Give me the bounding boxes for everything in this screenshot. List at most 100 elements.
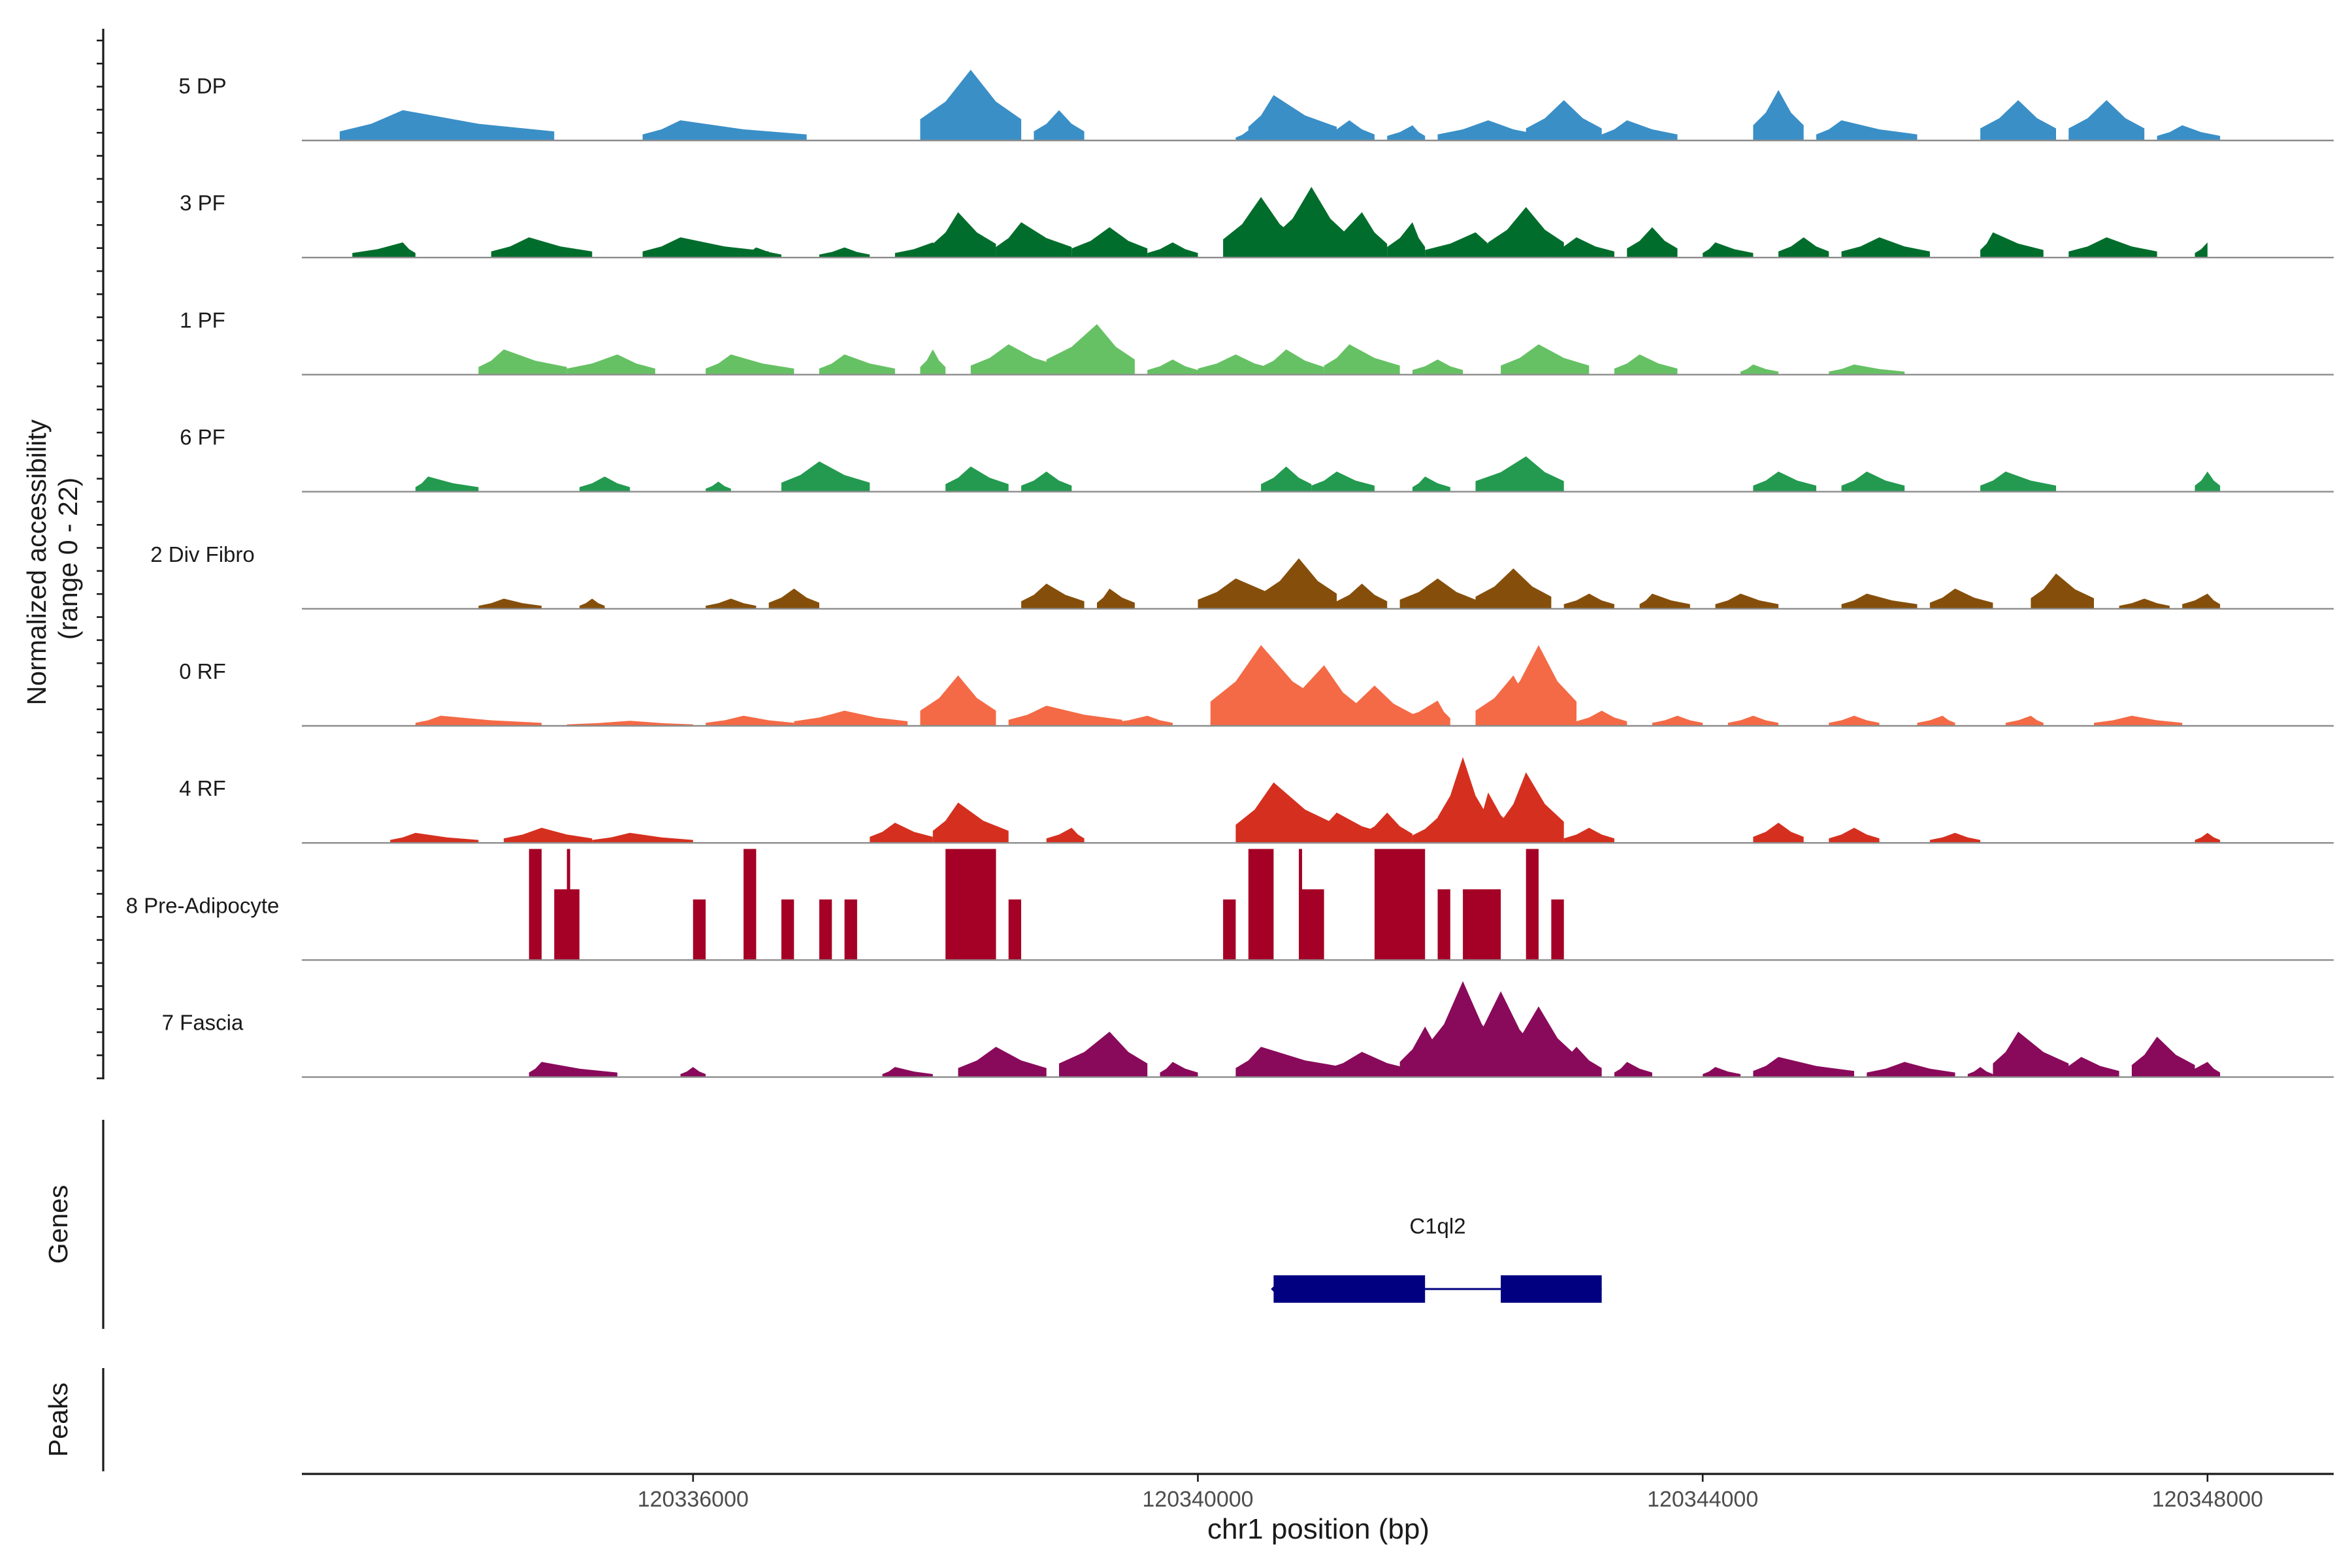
coverage-peak <box>415 476 479 492</box>
coverage-peak <box>415 715 542 726</box>
coverage-peak <box>1437 120 1539 140</box>
coverage-peak <box>2031 573 2094 609</box>
coverage-peak <box>970 344 1059 375</box>
coverage-block <box>844 899 857 960</box>
coverage-peak <box>1614 1062 1652 1077</box>
coverage-peak <box>2056 1056 2119 1077</box>
track-2: 1 PF <box>180 308 2334 376</box>
coverage-peak <box>1412 476 1450 492</box>
coverage-peak <box>1829 828 1880 843</box>
coverage-block <box>1299 889 1324 960</box>
x-tick-label: 120340000 <box>1142 1487 1253 1512</box>
coverage-peak <box>1324 212 1388 258</box>
coverage-peak <box>1703 242 1754 258</box>
coverage-peak <box>1387 125 1426 140</box>
coverage-peak <box>1841 593 1918 609</box>
coverage-peak <box>1727 715 1779 726</box>
x-axis-label: chr1 position (bp) <box>1207 1513 1429 1545</box>
coverage-peak <box>958 1047 1047 1077</box>
coverage-peak <box>1967 1067 1993 1077</box>
coverage-peak <box>706 482 731 492</box>
y-axis <box>97 29 105 1079</box>
coverage-peak <box>1829 364 1905 375</box>
coverage-peak <box>1917 715 1955 726</box>
coverage-block <box>1008 899 1021 960</box>
y-axis-label: Normalized accessibility (range 0 - 22) <box>22 412 83 706</box>
coverage-peak <box>642 237 769 258</box>
coverage-peak <box>642 120 807 140</box>
y-axis-label-line1: Normalized accessibility <box>22 419 52 705</box>
y-axis-label-line2: (range 0 - 22) <box>53 478 83 640</box>
track-7: 8 Pre-Adipocyte <box>126 849 2334 961</box>
coverage-peak <box>1980 100 2056 140</box>
coverage-peak <box>794 710 908 726</box>
x-tick-label: 120344000 <box>1647 1487 1758 1512</box>
coverage-peak <box>580 598 605 609</box>
coverage-peak <box>352 242 416 258</box>
coverage-block <box>819 899 832 960</box>
coverage-peak <box>1526 100 1602 140</box>
coverage-block <box>693 899 706 960</box>
coverage-peak <box>1273 665 1362 726</box>
coverage-peak <box>920 349 946 375</box>
track-label: 0 RF <box>179 659 226 683</box>
coverage-peak <box>2131 1036 2195 1077</box>
coverage-block <box>1248 849 1274 960</box>
coverage-peak <box>1437 757 1488 843</box>
x-axis: 120336000 120340000 120344000 120348000 <box>302 1473 2334 1512</box>
peaks-panel: Peaks <box>43 1368 105 1471</box>
coverage-peak <box>932 212 996 258</box>
coverage-peak <box>1501 344 1590 375</box>
coverage-peak <box>2005 715 2044 726</box>
coverage-peak <box>566 354 655 375</box>
coverage-peak <box>2195 242 2208 258</box>
coverage-peak <box>819 354 895 375</box>
coverage-peak <box>1841 471 1905 492</box>
coverage-peak <box>1627 227 1678 258</box>
coverage-peak <box>1929 832 1981 843</box>
coverage-peak <box>1337 583 1388 609</box>
coverage-peak <box>2182 593 2221 609</box>
coverage-peak <box>1362 812 1413 843</box>
coverage-peak <box>1324 344 1400 375</box>
coverage-peak <box>996 222 1072 258</box>
track-4: 2 Div Fibro <box>150 542 2334 610</box>
coverage-peak <box>2195 832 2221 843</box>
coverage-peak <box>2182 1062 2221 1077</box>
coverage-peak <box>1097 588 1135 609</box>
coverage-peak <box>920 675 996 726</box>
coverage-peak <box>1753 471 1816 492</box>
coverage-peak <box>1046 828 1085 843</box>
coverage-peak <box>1929 588 1993 609</box>
coverage-peak <box>2157 125 2221 140</box>
coverage-peak <box>1551 237 1614 258</box>
coverage-peak <box>1563 593 1614 609</box>
coverage-tracks: 5 DP 3 PF 1 PF 6 PF 2 Div Fibro 0 RF 4 RF 8 Pre… <box>126 69 2334 1078</box>
coverage-peak <box>504 828 593 843</box>
coverage-peak <box>1261 466 1312 492</box>
coverage-peak <box>1501 1006 1576 1077</box>
coverage-peak <box>706 354 794 375</box>
coverage-peak <box>1652 715 1703 726</box>
coverage-block <box>1551 899 1564 960</box>
coverage-peak <box>1475 568 1552 609</box>
coverage-peak <box>1980 471 2056 492</box>
coverage-block <box>1223 899 1236 960</box>
coverage-peak <box>1399 578 1476 609</box>
track-label: 4 RF <box>179 776 226 800</box>
track-8: 7 Fascia <box>162 981 2334 1078</box>
coverage-peak <box>592 832 693 843</box>
coverage-peak <box>1816 120 1918 140</box>
coverage-peak <box>1703 1067 1741 1077</box>
coverage-peak <box>743 247 781 258</box>
coverage-peak <box>1841 237 1930 258</box>
coverage-peak <box>1980 232 2044 258</box>
track-0: 5 DP <box>178 69 2334 142</box>
coverage-peak <box>1198 354 1274 375</box>
coverage-peak <box>1993 1032 2069 1077</box>
coverage-peak <box>1311 471 1375 492</box>
coverage-peak <box>680 1067 706 1077</box>
coverage-peak <box>2068 237 2157 258</box>
coverage-peak <box>1753 1056 1854 1077</box>
